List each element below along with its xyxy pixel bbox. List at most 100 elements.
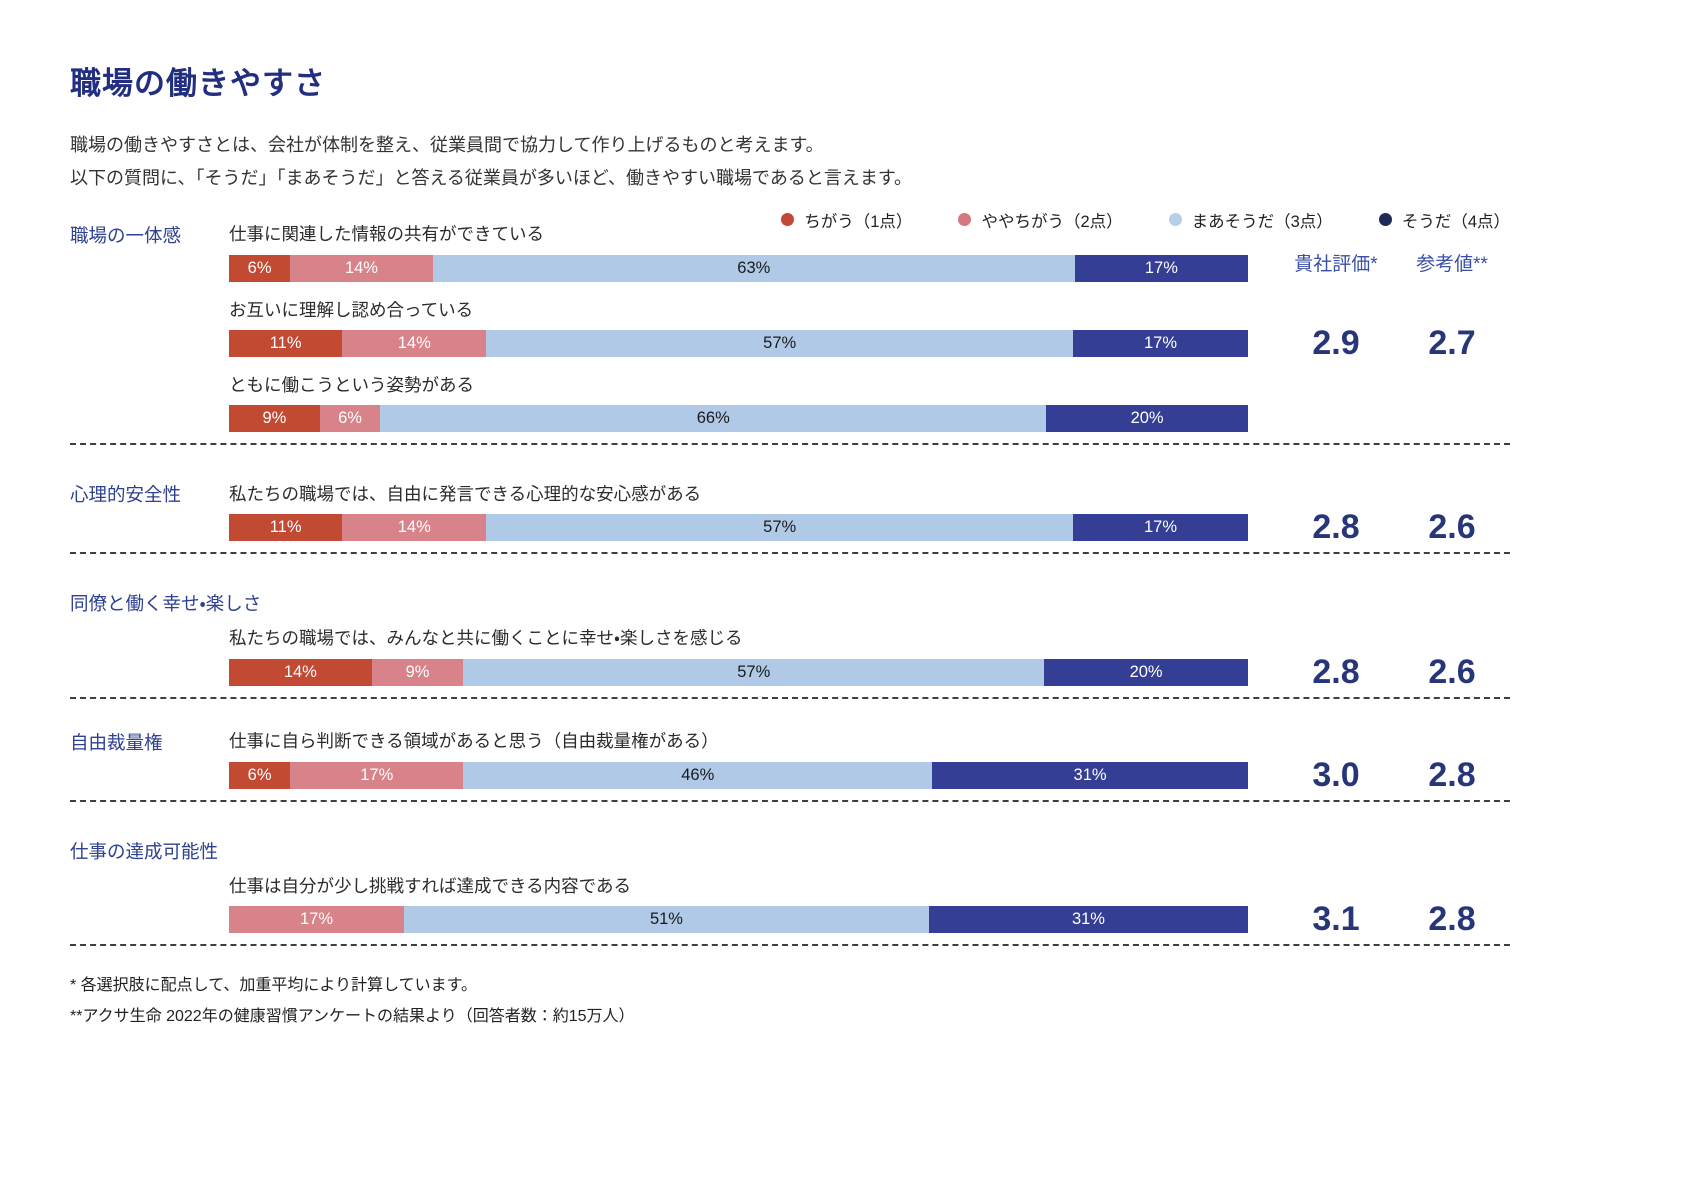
score-area: 3.0 2.8	[1248, 756, 1510, 794]
legend-label: まあそうだ（3点）	[1191, 212, 1333, 231]
segment-value: 20%	[1129, 662, 1163, 681]
legend-label: そうだ（4点）	[1401, 212, 1510, 231]
intro-line-1: 職場の働きやすさとは、会社が体制を整え、従業員間で協力して作り上げるものと考えま…	[70, 135, 824, 155]
question-row: 心理的安全性 私たちの職場では、自由に発言できる心理的な安心感がある	[70, 481, 1510, 507]
legend: ちがう（1点） ややちがう（2点） まあそうだ（3点） そうだ（4点）	[781, 208, 1510, 232]
stacked-bar: 14% 9% 57% 20%	[229, 658, 1248, 686]
stacked-bar: 11% 14% 57% 17%	[229, 514, 1248, 542]
question-text: ともに働こうという姿勢がある	[229, 374, 474, 395]
company-score: 3.1	[1312, 900, 1360, 939]
bar-row: 6% 14% 63% 17% 貴社評価* 参考値**	[70, 254, 1510, 282]
bar-segment-0: 11%	[229, 514, 343, 542]
segment-value: 17%	[299, 910, 333, 929]
question-text: お互いに理解し認め合っている	[229, 299, 474, 320]
stacked-bar: 17% 51% 31%	[229, 906, 1248, 934]
stacked-bar: 9% 6% 66% 20%	[229, 405, 1248, 433]
bar-row: 11% 14% 57% 17% 2.8 2.6	[70, 508, 1510, 546]
segment-value: 17%	[360, 765, 394, 784]
section-0: ちがう（1点） ややちがう（2点） まあそうだ（3点） そうだ（4点） 職場の一体感 仕事…	[70, 198, 1510, 446]
segment-value: 57%	[737, 662, 771, 681]
score-area: 2.9 2.7	[1248, 324, 1510, 362]
dashed-separator	[70, 696, 1510, 699]
section-3: 自由裁量権 仕事に自ら判断できる領域があると思う（自由裁量権がある） 6% 17% 46…	[70, 699, 1510, 802]
question-row: 私たちの職場では、みんなと共に働くことに幸せ・楽しさを感じる	[70, 626, 1510, 651]
segment-value: 57%	[763, 333, 797, 352]
legend-item-0: ちがう（1点）	[781, 208, 912, 232]
bar-gutter	[70, 906, 229, 933]
legend-dot-icon	[1168, 213, 1182, 227]
bar-gutter	[70, 659, 229, 686]
label-gutter: 心理的安全性	[70, 484, 182, 506]
dashed-separator	[70, 944, 1510, 947]
bar-segment-2: 66%	[380, 405, 1047, 433]
footnote-reference-source: **アクサ生命 2022年の健康習慣アンケートの結果より（回答者数：約15万人）	[70, 1007, 635, 1025]
bar-segment-3: 17%	[1074, 254, 1248, 282]
dashed-separator	[70, 443, 1510, 446]
bar-segment-1: 17%	[229, 906, 404, 934]
intro-text: 職場の働きやすさとは、会社が体制を整え、従業員間で協力して作り上げるものと考えま…	[70, 129, 1510, 196]
company-score: 2.8	[1312, 508, 1360, 547]
bar-segment-1: 6%	[319, 405, 381, 433]
page-title: 職場の働きやすさ	[70, 66, 326, 101]
legend-dot-icon	[958, 213, 972, 227]
intro-line-2: 以下の質問に、「そうだ」「まあそうだ」と答える従業員が多いほど、働きやすい職場で…	[70, 168, 913, 189]
question-text: 私たちの職場では、自由に発言できる心理的な安心感がある	[229, 483, 702, 504]
bar-segment-2: 63%	[432, 254, 1075, 282]
segment-value: 63%	[737, 258, 771, 277]
reference-score: 2.6	[1428, 508, 1476, 547]
bar-gutter	[70, 762, 229, 789]
segment-value: 66%	[696, 409, 730, 428]
stacked-bar: 11% 14% 57% 17%	[229, 329, 1248, 357]
bar-row: 17% 51% 31% 3.1 2.8	[70, 900, 1510, 938]
bar-row: 14% 9% 57% 20% 2.8 2.6	[70, 653, 1510, 691]
question-row: 職場の一体感 仕事に関連した情報の共有ができている	[70, 222, 1510, 248]
segment-value: 9%	[405, 662, 430, 681]
segment-value: 14%	[344, 258, 378, 277]
reference-score: 2.6	[1428, 652, 1476, 691]
survey-sections: ちがう（1点） ややちがう（2点） まあそうだ（3点） そうだ（4点） 職場の一体感 仕事…	[70, 198, 1510, 947]
segment-value: 31%	[1073, 765, 1107, 784]
label-gutter: 職場の一体感	[70, 224, 182, 246]
legend-label: ややちがう（2点）	[981, 212, 1123, 231]
bar-segment-3: 20%	[1046, 405, 1248, 433]
section-label: 同僚と働く幸せ・楽しさ	[70, 593, 262, 615]
section-1: 心理的安全性 私たちの職場では、自由に発言できる心理的な安心感がある 11% 14% 5…	[70, 445, 1510, 555]
bar-segment-3: 17%	[1073, 514, 1248, 542]
question-row: 自由裁量権 仕事に自ら判断できる領域があると思う（自由裁量権がある）	[70, 729, 1510, 755]
score-area: 貴社評価* 参考値**	[1248, 249, 1510, 276]
bar-segment-2: 57%	[486, 329, 1074, 357]
section-4: 仕事の達成可能性 仕事は自分が少し挑戦すれば達成できる内容である 17% 51% 31%…	[70, 802, 1510, 947]
segment-value: 17%	[1143, 333, 1178, 352]
footnotes: * 各選択肢に配点して、加重平均により計算しています。 **アクサ生命 2022…	[70, 976, 1510, 1028]
bar-segment-1: 14%	[342, 329, 487, 357]
legend-item-3: そうだ（4点）	[1378, 208, 1510, 232]
question-text: 仕事は自分が少し挑戦すれば達成できる内容である	[229, 875, 631, 896]
reference-score: 2.7	[1428, 323, 1476, 362]
bar-row: 6% 17% 46% 31% 3.0 2.8	[70, 756, 1510, 794]
dashed-separator	[70, 552, 1510, 555]
bar-segment-0: 14%	[229, 658, 372, 686]
reference-score-header: 参考値**	[1416, 253, 1488, 275]
bar-gutter	[70, 255, 229, 282]
legend-label: ちがう（1点）	[804, 212, 913, 231]
bar-segment-0: 6%	[229, 254, 291, 282]
segment-value: 6%	[338, 409, 362, 428]
segment-value: 11%	[269, 333, 302, 352]
bar-segment-1: 14%	[290, 254, 433, 282]
question-text: 仕事に関連した情報の共有ができている	[229, 224, 544, 245]
question-row: 仕事は自分が少し挑戦すれば達成できる内容である	[70, 874, 1510, 899]
bar-segment-1: 17%	[290, 761, 464, 789]
footnote-weighted-average: * 各選択肢に配点して、加重平均により計算しています。	[70, 977, 477, 995]
segment-value: 14%	[397, 333, 431, 352]
question-row: ともに働こうという姿勢がある	[70, 373, 1510, 398]
legend-dot-icon	[1378, 213, 1392, 227]
stacked-bar: 6% 17% 46% 31%	[229, 761, 1248, 789]
segment-value: 14%	[397, 518, 431, 537]
question-text: 仕事に自ら判断できる領域があると思う（自由裁量権がある）	[229, 731, 719, 752]
question-text: 私たちの職場では、みんなと共に働くことに幸せ・楽しさを感じる	[229, 628, 743, 649]
score-area: 2.8 2.6	[1248, 508, 1510, 546]
segment-value: 17%	[1143, 518, 1178, 537]
segment-value: 6%	[247, 258, 272, 277]
segment-value: 14%	[283, 662, 317, 681]
segment-value: 20%	[1130, 409, 1164, 428]
